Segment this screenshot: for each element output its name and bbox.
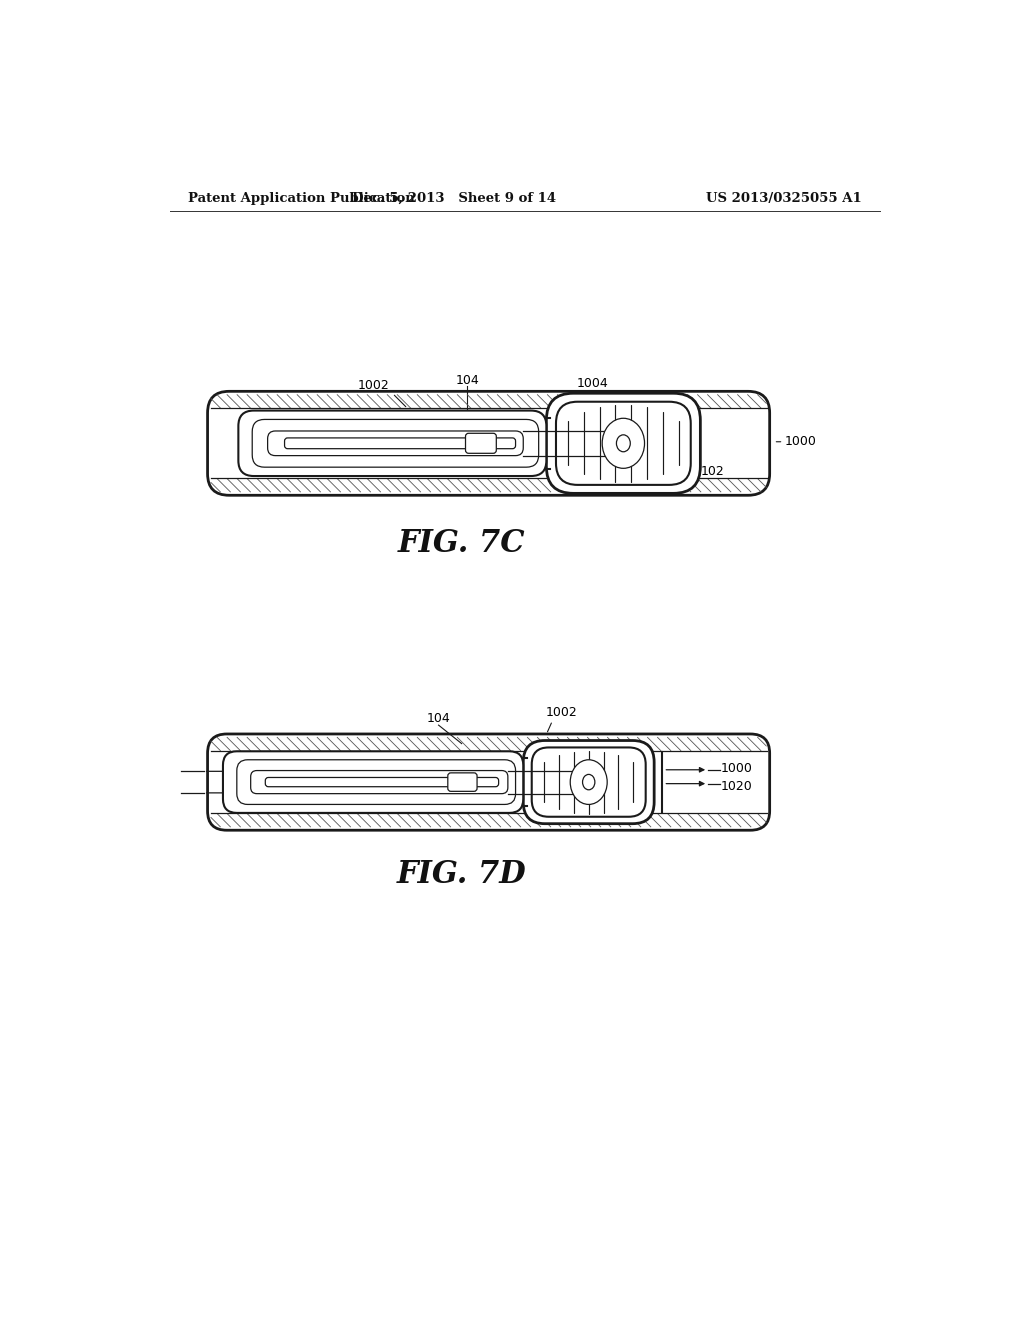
Text: 1004: 1004 [577, 376, 608, 389]
Ellipse shape [602, 418, 644, 469]
Text: 104: 104 [427, 713, 451, 726]
Text: 104: 104 [456, 374, 479, 387]
Text: Patent Application Publication: Patent Application Publication [188, 191, 415, 205]
FancyBboxPatch shape [447, 774, 477, 792]
Text: 1020: 1020 [721, 780, 753, 793]
Ellipse shape [616, 434, 631, 451]
FancyBboxPatch shape [466, 433, 497, 453]
FancyBboxPatch shape [208, 734, 770, 830]
Text: FIG. 7D: FIG. 7D [396, 859, 526, 890]
FancyBboxPatch shape [208, 391, 770, 495]
Text: 1000: 1000 [785, 436, 817, 449]
FancyBboxPatch shape [252, 420, 539, 467]
Ellipse shape [570, 760, 607, 804]
FancyBboxPatch shape [267, 430, 523, 455]
Text: 1000: 1000 [721, 762, 753, 775]
Text: US 2013/0325055 A1: US 2013/0325055 A1 [707, 191, 862, 205]
FancyBboxPatch shape [523, 741, 654, 824]
Text: 1002: 1002 [357, 379, 389, 392]
FancyBboxPatch shape [547, 393, 700, 494]
Ellipse shape [583, 775, 595, 789]
Text: 102: 102 [700, 465, 724, 478]
FancyBboxPatch shape [251, 771, 508, 793]
FancyBboxPatch shape [223, 751, 523, 813]
FancyBboxPatch shape [237, 760, 515, 804]
FancyBboxPatch shape [285, 438, 515, 449]
FancyBboxPatch shape [239, 411, 547, 477]
FancyBboxPatch shape [531, 747, 646, 817]
Text: FIG. 7C: FIG. 7C [398, 528, 525, 558]
FancyBboxPatch shape [265, 777, 499, 787]
Text: Dec. 5, 2013   Sheet 9 of 14: Dec. 5, 2013 Sheet 9 of 14 [352, 191, 556, 205]
FancyBboxPatch shape [556, 401, 691, 484]
Text: 1002: 1002 [546, 706, 578, 719]
